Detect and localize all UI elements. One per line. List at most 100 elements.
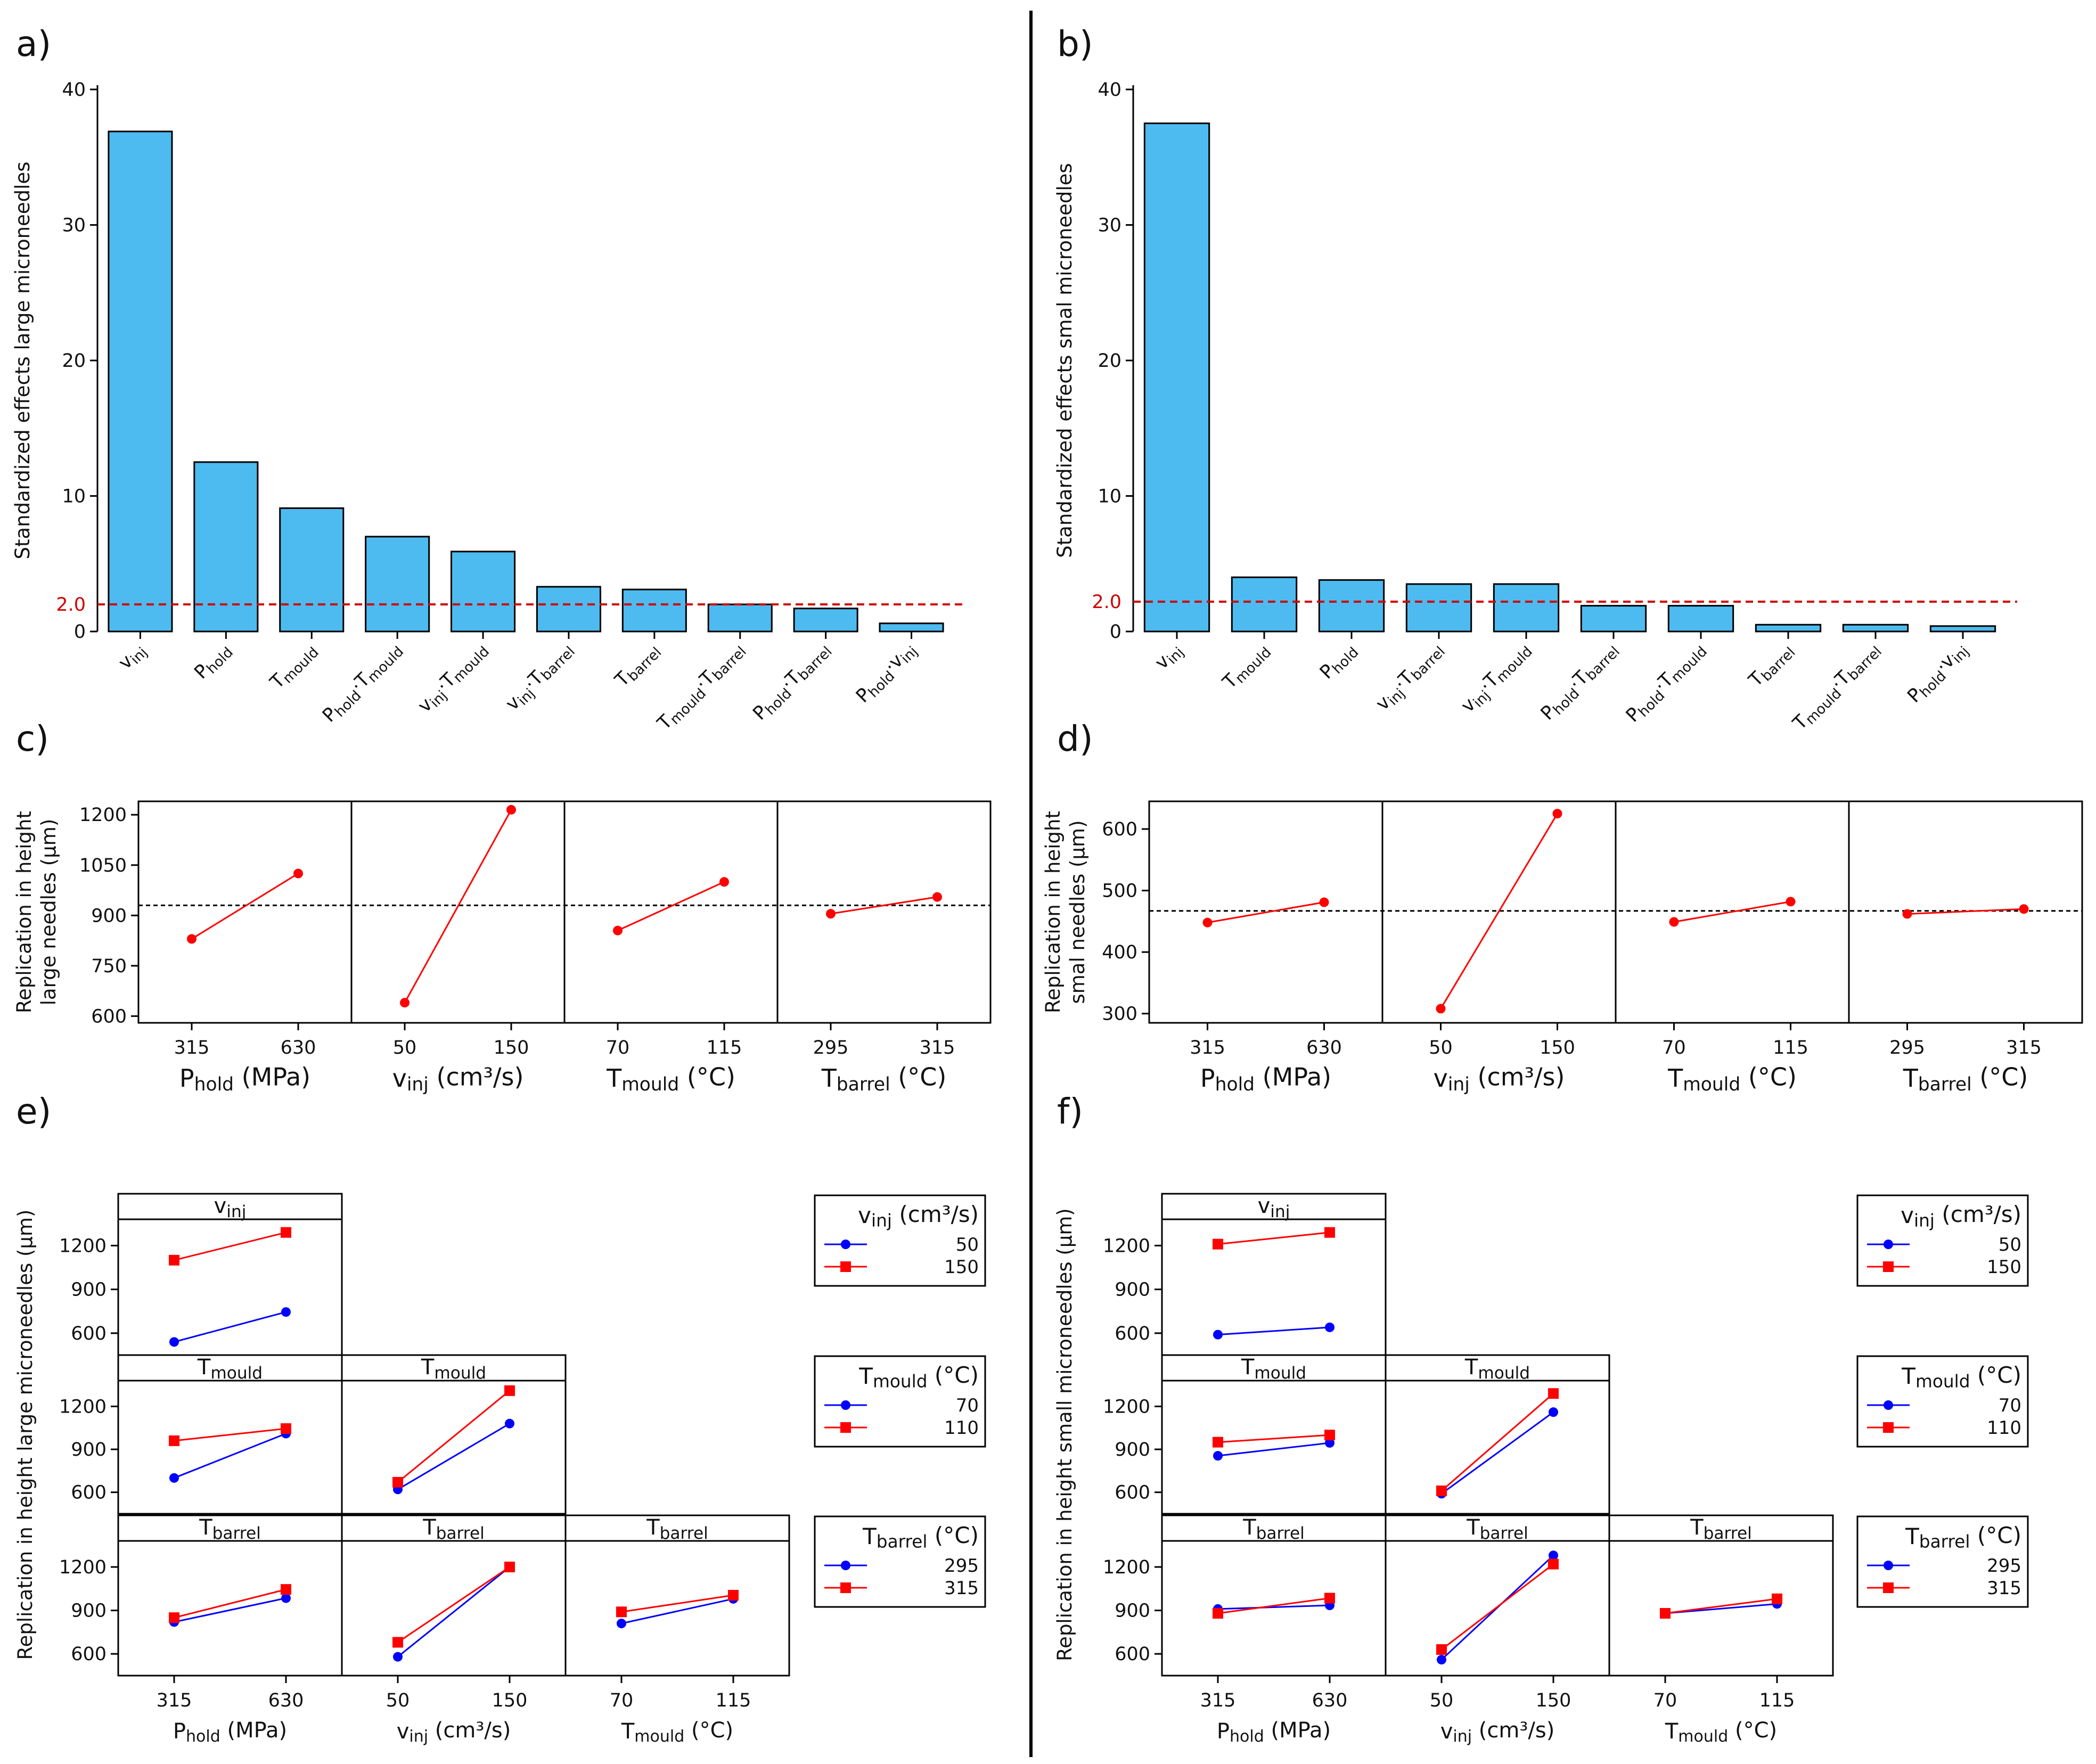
- effect-point: [1786, 897, 1796, 907]
- y-axis-label: Replication in height large microneedles…: [14, 1210, 37, 1660]
- interaction-plot-large: vinj 600 900 1200 Tmould 600 900 1200 Tmould Tbar…: [14, 1193, 986, 1746]
- high-level-line: [174, 1232, 286, 1261]
- y-tick-label: 1200: [1103, 1235, 1150, 1257]
- effect-point: [293, 868, 303, 879]
- x-tick-label: 115: [1759, 1690, 1795, 1711]
- high-level-line: [1217, 1232, 1330, 1245]
- high-level-point: [281, 1227, 291, 1238]
- low-level-line: [1217, 1442, 1330, 1457]
- effect-line: [1907, 908, 2024, 915]
- y-tick-label: 600: [1115, 1323, 1150, 1344]
- effect-point: [1436, 1004, 1446, 1014]
- low-level-point: [169, 1473, 179, 1483]
- cell-header: Tmould: [1464, 1355, 1530, 1383]
- y-tick-label: 600: [71, 1323, 107, 1344]
- legend-entry: 50: [1999, 1234, 2021, 1256]
- y-tick-label: 600: [71, 1644, 107, 1665]
- interaction-plot-small: vinj 600 900 1200 Tmould 600 900 1200 Tmould Tbar…: [1053, 1193, 2029, 1746]
- effect-line: [830, 896, 938, 915]
- legend-marker: [841, 1240, 850, 1249]
- effect-point: [400, 998, 410, 1008]
- low-level-point: [1437, 1655, 1446, 1665]
- panel-label-a: a): [16, 23, 51, 64]
- y-tick-label: 1200: [59, 1557, 107, 1578]
- bar: [451, 551, 516, 633]
- legend-entry: 70: [1999, 1395, 2021, 1416]
- x-tick-label: 315: [1200, 1690, 1236, 1711]
- y-tick-label: 900: [1115, 1279, 1150, 1301]
- y-tick-label: 30: [1098, 215, 1121, 236]
- high-level-line: [621, 1594, 734, 1613]
- bar: [536, 586, 601, 633]
- bar: [1929, 625, 1996, 633]
- panel-label-c: c): [16, 718, 49, 759]
- cell-header: Tbarrel: [1466, 1515, 1528, 1543]
- low-level-line: [1441, 1411, 1554, 1495]
- y-tick-label: 600: [1115, 1482, 1150, 1504]
- y-axis-label: Replication in height: [1042, 811, 1065, 1013]
- factor-axis-label: Phold (MPa): [1217, 1718, 1331, 1746]
- low-level-point: [281, 1593, 291, 1603]
- x-tick-label: 630: [1312, 1690, 1348, 1711]
- y-tick-label: 600: [91, 1006, 127, 1027]
- factor-axis-label: vinj (cm³/s): [1434, 1063, 1565, 1095]
- bar: [1667, 605, 1734, 633]
- x-tick-label: 50: [1429, 1037, 1453, 1059]
- y-tick-label: 30: [62, 215, 86, 236]
- effect-line: [1440, 813, 1558, 1010]
- cell-header: Tmould: [1241, 1355, 1306, 1383]
- legend-marker: [1883, 1261, 1894, 1272]
- y-tick-label: 750: [91, 956, 127, 977]
- bar: [879, 622, 944, 633]
- legend-title: Tmould (°C): [858, 1362, 979, 1391]
- bar: [1493, 583, 1560, 633]
- factor-axis-label: Tmould (°C): [1665, 1718, 1777, 1746]
- interaction-cell: [341, 1354, 567, 1515]
- high-level-point: [728, 1590, 739, 1601]
- low-level-line: [1665, 1603, 1778, 1614]
- bar: [1143, 122, 1210, 633]
- y-tick-label: 10: [1098, 486, 1121, 507]
- high-level-point: [616, 1606, 627, 1618]
- x-tick-label: 315: [157, 1690, 192, 1711]
- factor-axis-label: Phold (MPa): [179, 1063, 310, 1095]
- y-axis-label: Standardized effects large microneedles: [11, 162, 34, 560]
- y-tick-label: 900: [1115, 1439, 1150, 1461]
- effect-point: [2019, 904, 2029, 914]
- y-tick-label: 600: [1115, 1644, 1150, 1665]
- effect-point: [1902, 909, 1912, 919]
- y-tick-label: 1050: [79, 855, 127, 876]
- y-tick-label: 300: [1102, 1004, 1137, 1025]
- cell-header: Tmould: [421, 1355, 486, 1383]
- effect-point: [187, 934, 196, 944]
- effect-point: [1552, 809, 1562, 819]
- high-level-point: [281, 1584, 291, 1595]
- low-level-line: [621, 1598, 734, 1624]
- y-tick-label: 0: [74, 621, 86, 643]
- bar: [707, 603, 773, 633]
- low-level-point: [169, 1337, 179, 1347]
- panel-label-b: b): [1057, 23, 1093, 64]
- low-level-point: [1549, 1407, 1558, 1417]
- effect-line: [404, 809, 512, 1003]
- y-tick-label: 1200: [59, 1235, 107, 1257]
- effect-point: [1319, 897, 1329, 907]
- effect-point: [932, 892, 942, 902]
- legend-entry: 295: [1987, 1555, 2021, 1577]
- main-effects-large: 600 750 900 1050 1200 315 630 Phold (MPa) 50 150 v…: [13, 800, 992, 1095]
- cell-header: Tbarrel: [1242, 1515, 1305, 1543]
- legend-entry: 110: [1987, 1417, 2021, 1439]
- x-tick-label: 630: [1306, 1037, 1342, 1059]
- high-level-point: [1436, 1485, 1447, 1496]
- high-level-point: [504, 1561, 515, 1572]
- high-level-point: [1772, 1593, 1782, 1604]
- high-level-point: [1213, 1608, 1223, 1619]
- legend-title: Tmould (°C): [1901, 1362, 2021, 1391]
- x-tick-label: 115: [716, 1690, 751, 1711]
- cell-header: vinj: [1258, 1194, 1290, 1221]
- low-level-point: [1325, 1438, 1334, 1448]
- factor-axis-label: Tmould (°C): [606, 1063, 735, 1095]
- high-level-point: [1548, 1558, 1559, 1570]
- effect-line: [191, 873, 299, 940]
